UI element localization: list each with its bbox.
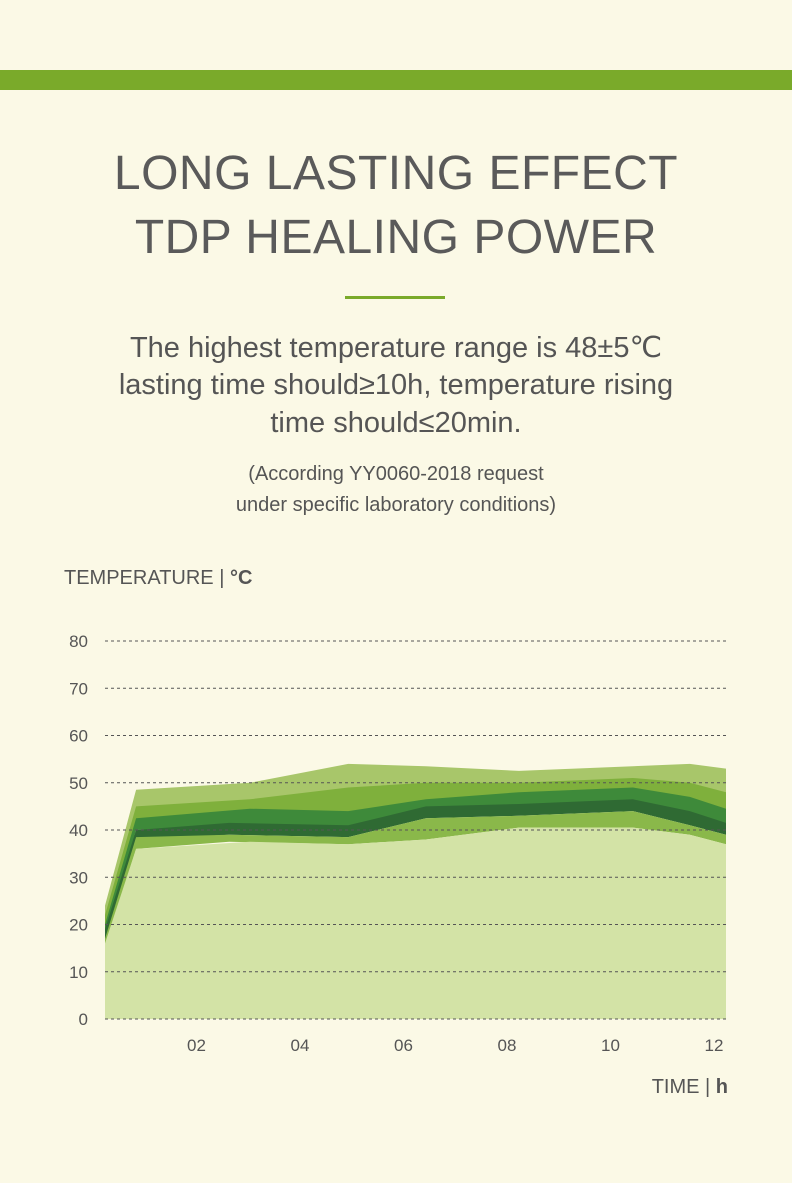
title-divider: [345, 296, 445, 299]
y-tick-20: 20: [69, 916, 88, 935]
x-tick-02: 02: [187, 1036, 206, 1055]
y-tick-10: 10: [69, 963, 88, 982]
x-tick-08: 08: [498, 1036, 517, 1055]
description-line2: lasting time should≥10h, temperature ris…: [118, 369, 674, 401]
y-axis-label: TEMPERATURE | °C: [64, 567, 252, 590]
y-tick-labels: 0 10 20 30 40 50 60 70 80: [69, 632, 88, 1029]
y-tick-80: 80: [69, 632, 88, 651]
x-axis-unit: h: [715, 1076, 728, 1098]
y-tick-50: 50: [69, 774, 88, 793]
x-axis-title: TIME: [651, 1076, 700, 1098]
chart-grid: [105, 640, 726, 1020]
x-axis-label: TIME | h: [652, 1076, 728, 1099]
y-tick-30: 30: [69, 868, 88, 887]
y-tick-0: 0: [79, 1010, 88, 1029]
y-axis-unit: °C: [229, 567, 253, 589]
standard-note-line1: (According YY0060-2018 request: [248, 463, 544, 485]
area-band-4: [105, 799, 726, 949]
standard-note-line2: under specific laboratory conditions): [235, 494, 557, 516]
x-tick-12: 12: [705, 1036, 724, 1055]
x-tick-labels: 02 04 06 08 10 12: [187, 1036, 723, 1055]
x-axis-separator: |: [699, 1076, 716, 1098]
top-accent-bar: [0, 70, 792, 90]
description-line1: The highest temperature range is 48±5℃: [129, 332, 663, 364]
page-title-line2: TDP HEALING POWER: [134, 211, 658, 264]
description-line3: time should≤20min.: [270, 407, 522, 439]
y-axis-separator: |: [213, 567, 230, 589]
area-band-5: [105, 811, 726, 949]
page-title-line1: LONG LASTING EFFECT: [113, 147, 679, 200]
x-tick-10: 10: [601, 1036, 620, 1055]
area-band-6: [105, 827, 726, 1019]
y-axis-title: TEMPERATURE: [64, 567, 214, 589]
area-band-3: [105, 787, 726, 944]
y-tick-60: 60: [69, 727, 88, 746]
y-tick-70: 70: [69, 679, 88, 698]
chart-areas: [105, 763, 726, 1019]
x-tick-06: 06: [394, 1036, 413, 1055]
y-tick-40: 40: [69, 821, 88, 840]
x-tick-04: 04: [291, 1036, 310, 1055]
